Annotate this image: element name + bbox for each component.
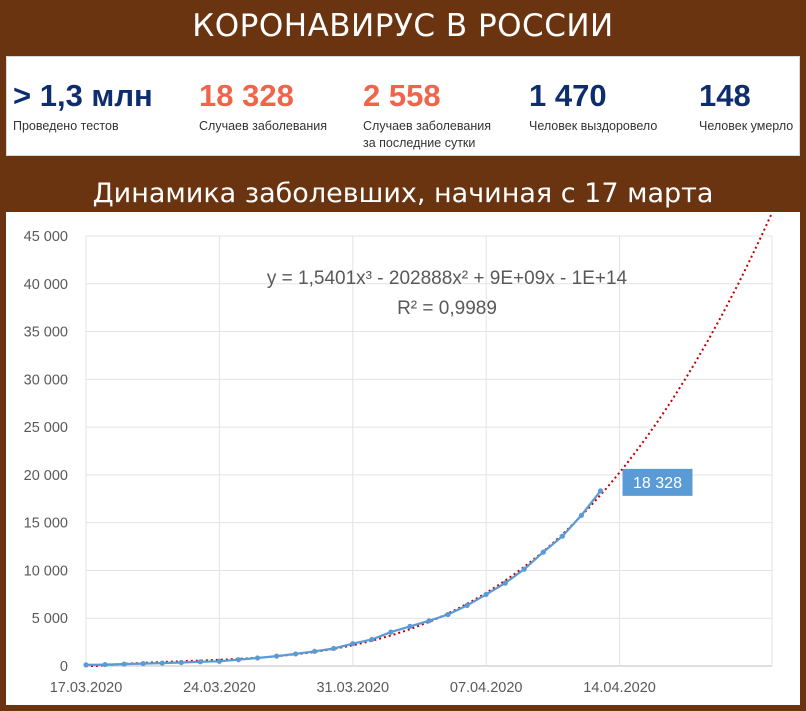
data-point (502, 580, 508, 586)
data-point (369, 636, 375, 643)
stat-label: Случаев заболевания за последние сутки (363, 119, 491, 150)
data-point (350, 641, 356, 647)
data-point (197, 659, 203, 665)
y-tick-label: 45 000 (24, 229, 68, 245)
series-line (85, 490, 602, 666)
data-point (121, 661, 127, 667)
trendline-equation: y = 1,5401x³ - 202888x² + 9E+09x - 1E+14 (267, 268, 628, 289)
data-point (597, 488, 604, 494)
y-tick-label: 20 000 (24, 468, 68, 484)
stat-value: > 1,3 млн (13, 78, 153, 113)
stat-cases: 18 328 Случаев заболевания (199, 77, 327, 135)
stat-value: 18 328 (199, 78, 294, 113)
x-tick-label: 14.04.2020 (583, 680, 656, 696)
x-tick-label: 24.03.2020 (183, 680, 256, 696)
stat-label: Случаев заболевания (199, 119, 327, 133)
y-tick-label: 40 000 (24, 277, 68, 293)
x-tick-label: 31.03.2020 (316, 680, 389, 696)
stat-label: Проведено тестов (13, 119, 119, 133)
data-point (140, 660, 146, 667)
chart: 0 5 000 10 000 15 000 20 000 25 000 30 000 35 0… (24, 212, 773, 696)
data-point (83, 662, 89, 668)
stat-value: 1 470 (529, 78, 607, 113)
y-tick-label: 10 000 (24, 563, 68, 579)
stat-value: 148 (699, 78, 751, 113)
x-tick-label: 07.04.2020 (450, 680, 523, 696)
data-point (312, 648, 318, 654)
data-point (559, 533, 565, 539)
trendline (86, 212, 773, 667)
data-label-box (622, 468, 693, 496)
trendline-r-squared: R² = 0,9989 (397, 298, 497, 319)
data-point (216, 658, 222, 664)
page-title: КОРОНАВИРУС В РОССИИ (192, 8, 614, 44)
data-point (102, 661, 108, 668)
stat-value: 2 558 (363, 78, 441, 113)
data-point (483, 591, 489, 597)
data-point (235, 657, 242, 663)
stats-panel: > 1,3 млн Проведено тестов 18 328 Случае… (6, 56, 800, 156)
chart-panel: 0 5 000 10 000 15 000 20 000 25 000 30 000 35 0… (6, 212, 800, 705)
stat-label: Человек умерло (699, 119, 794, 133)
data-point (331, 645, 337, 652)
y-tick-label: 30 000 (24, 372, 68, 388)
y-tick-label: 15 000 (24, 516, 68, 532)
stat-cases-day: 2 558 Случаев заболевания за последние с… (363, 77, 503, 152)
data-point (578, 512, 585, 518)
data-point (540, 549, 546, 555)
data-point (445, 611, 451, 618)
data-point (159, 660, 165, 666)
data-point (273, 653, 280, 659)
stat-deaths: 148 Человек умерло (699, 77, 793, 135)
data-point (464, 602, 470, 608)
y-tick-label: 35 000 (24, 325, 68, 341)
data-point (178, 659, 184, 666)
x-tick-label: 17.03.2020 (50, 680, 123, 696)
y-tick-label: 5 000 (32, 611, 68, 627)
data-label: 18 328 (633, 475, 682, 492)
y-tick-label: 0 (60, 659, 68, 675)
data-point (293, 651, 299, 657)
data-point (521, 566, 527, 572)
data-point (407, 623, 413, 629)
data-point (426, 618, 432, 624)
stat-label: Человек выздоровело (529, 119, 658, 133)
stat-recovered: 1 470 Человек выздоровело (529, 77, 657, 135)
y-tick-label: 25 000 (24, 420, 68, 436)
data-point (388, 629, 394, 635)
chart-subtitle: Динамика заболевших, начиная с 17 марта (92, 178, 714, 209)
data-point (254, 655, 261, 661)
stat-tests: > 1,3 млн Проведено тестов (13, 77, 153, 135)
